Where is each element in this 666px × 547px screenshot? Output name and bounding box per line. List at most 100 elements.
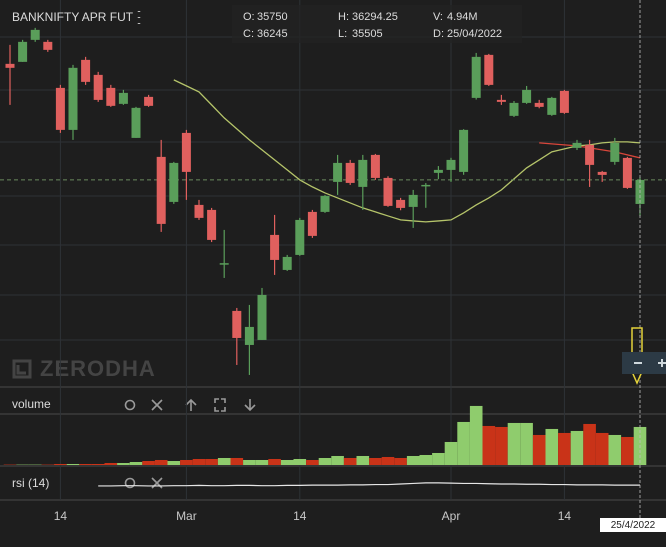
rsi-panel-label: rsi (14) — [12, 476, 49, 490]
volume-bar — [595, 432, 609, 465]
volume-bar — [369, 457, 382, 465]
volume-bar — [343, 457, 357, 465]
candle-body — [597, 171, 607, 175]
volume-bar — [66, 463, 80, 465]
volume-bar — [583, 423, 596, 465]
volume-bar — [192, 458, 206, 465]
volume-bar — [142, 460, 155, 465]
watermark: ZERODHA — [12, 356, 156, 381]
candle-body — [622, 157, 632, 188]
stat-value: 4.94M — [447, 11, 478, 23]
crosshair-date: 25/4/2022 — [611, 520, 656, 531]
x-tick-label: Apr — [442, 509, 461, 523]
candle-body — [232, 310, 242, 338]
volume-tools[interactable] — [124, 398, 256, 412]
volume-bar — [154, 459, 168, 465]
volume-bar — [91, 463, 105, 465]
candle-body — [446, 159, 456, 170]
volume-bar — [318, 457, 332, 465]
move-down-icon[interactable] — [244, 399, 256, 412]
close-icon[interactable] — [151, 399, 163, 411]
stat-value: 35505 — [352, 28, 383, 40]
header: BANKNIFTY APR FUT O: 35750 H: 36294.25 V: 4.9… — [12, 5, 522, 43]
candle-body — [509, 102, 519, 116]
stats-box — [232, 5, 522, 43]
candle-body — [370, 154, 380, 178]
settings-icon[interactable] — [124, 399, 136, 411]
candle-body — [585, 144, 595, 165]
maximize-icon[interactable] — [214, 398, 226, 412]
candle-body — [295, 219, 305, 255]
volume-bar — [255, 459, 269, 465]
volume-bar — [356, 455, 370, 465]
moving-average — [173, 79, 641, 223]
candle-body — [5, 63, 15, 68]
volume-bar — [293, 458, 307, 465]
volume-bar — [117, 462, 130, 465]
candle-body — [320, 195, 330, 212]
candle-body — [18, 41, 28, 62]
volume-bar — [507, 422, 521, 465]
stats: O: 35750 H: 36294.25 V: 4.94M C: 36245 L: 35505 D:… — [243, 11, 502, 40]
candle-body — [396, 199, 406, 208]
candle-body — [43, 41, 53, 50]
stat-label: L: — [338, 28, 347, 40]
x-tick-label: 14 — [558, 509, 572, 523]
x-tick-label: Mar — [176, 509, 197, 523]
stat-label: O: — [243, 11, 255, 23]
volume-bar — [545, 428, 559, 465]
stat-value: 35750 — [257, 11, 288, 23]
volume-bar — [621, 436, 634, 465]
candle-body — [333, 162, 343, 182]
volume-bar — [54, 463, 67, 465]
volume-bar — [129, 461, 143, 465]
volume-bar — [243, 459, 256, 465]
candle-body — [408, 194, 418, 207]
watermark-text: ZERODHA — [40, 356, 156, 381]
settings-icon[interactable] — [124, 477, 136, 489]
volume-bar — [167, 460, 181, 465]
volume-bar — [230, 457, 244, 465]
candle-body — [181, 132, 191, 172]
candle-body — [169, 162, 179, 202]
candle-body — [522, 89, 532, 103]
candle-body — [30, 29, 40, 40]
volume-bar — [268, 458, 281, 465]
volume-bar — [419, 454, 433, 465]
zoom-buttons[interactable] — [622, 352, 666, 374]
candle-body — [534, 102, 544, 107]
candle-body — [547, 97, 557, 115]
candle-body — [144, 96, 154, 106]
volume-bar — [608, 434, 622, 465]
candle-body — [194, 204, 204, 218]
candle-body — [131, 107, 141, 138]
zoom-in[interactable] — [658, 359, 666, 367]
candle-body — [55, 87, 65, 130]
symbol-title: BANKNIFTY APR FUT — [12, 10, 134, 24]
volume-bar — [394, 457, 407, 465]
candle-body — [282, 256, 292, 270]
volume-bar — [558, 432, 571, 465]
volume-bar — [406, 455, 420, 465]
volume-bar — [180, 459, 193, 465]
candle-body — [68, 67, 78, 130]
volume-bar — [520, 422, 533, 465]
candle-body — [156, 156, 166, 224]
candle-body — [307, 211, 317, 236]
plot-area — [0, 0, 666, 500]
move-up-icon[interactable] — [185, 398, 197, 411]
zoom-box — [622, 352, 666, 374]
volume-bar — [205, 458, 218, 465]
candle-body — [358, 159, 368, 187]
volume-bar — [79, 463, 92, 465]
volume-bar — [306, 459, 319, 465]
candle-body — [471, 56, 481, 98]
crosshair-date-box — [600, 518, 666, 532]
candle-body — [572, 142, 582, 148]
candle-body — [421, 184, 431, 187]
stat-label: D: — [433, 28, 444, 40]
volume-bar — [104, 462, 118, 465]
candle-body — [219, 263, 229, 265]
volume-bar — [532, 434, 546, 465]
candle-body — [383, 177, 393, 206]
